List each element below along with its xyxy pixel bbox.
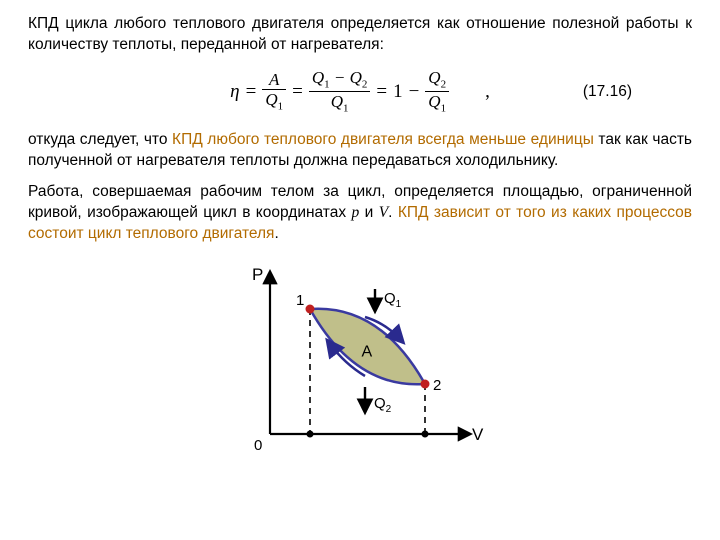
svg-text:0: 0	[254, 437, 262, 454]
symbol-eta: η	[230, 81, 239, 103]
equation-row: η = A Q1 = Q1 − Q2 Q1 = 1 − Q2 Q1 , (1	[28, 66, 692, 118]
svg-text:A: A	[362, 344, 373, 361]
svg-text:Q2: Q2	[374, 395, 392, 415]
paragraph-1: КПД цикла любого теплового двигателя опр…	[28, 14, 692, 56]
svg-text:1: 1	[296, 292, 304, 309]
one: 1	[393, 81, 403, 103]
paragraph-2: откуда следует, что КПД любого теплового…	[28, 130, 692, 172]
frac-Q1mQ2-Q1: Q1 − Q2 Q1	[309, 69, 371, 115]
paragraph-3: Работа, совершаемая рабочим телом за цик…	[28, 182, 692, 245]
frac-Q2-Q1: Q2 Q1	[425, 69, 449, 115]
frac-A-Q1: A Q1	[262, 71, 286, 112]
svg-text:V: V	[472, 425, 484, 444]
minus: −	[409, 81, 420, 103]
equals-2: =	[292, 81, 303, 103]
svg-text:P: P	[252, 265, 263, 284]
svg-text:2: 2	[433, 377, 441, 394]
pv-diagram: P V 0 1 2 Q1 Q2 A	[230, 254, 490, 464]
symbol-V: V	[379, 204, 388, 221]
highlight-kpd-less-one: КПД любого теплового двигателя всегда ме…	[172, 131, 594, 148]
efficiency-formula: η = A Q1 = Q1 − Q2 Q1 = 1 − Q2 Q1 ,	[230, 69, 490, 115]
equation-number: (17.16)	[583, 83, 632, 101]
equals-3: =	[376, 81, 387, 103]
svg-text:Q1: Q1	[384, 290, 402, 310]
equals-1: =	[246, 81, 257, 103]
formula-comma: ,	[485, 81, 490, 103]
